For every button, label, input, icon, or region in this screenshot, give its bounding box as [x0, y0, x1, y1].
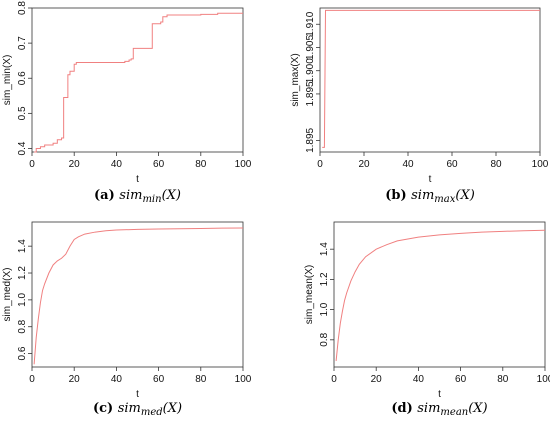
plot-frame — [31, 221, 244, 368]
y-tick-label: 1.0 — [17, 292, 28, 306]
y-tick-label: 0.5 — [17, 106, 28, 120]
y-tick-label: 1.0 — [319, 302, 330, 316]
x-tick-label: 80 — [195, 374, 207, 385]
x-tick-label: 0 — [317, 159, 323, 170]
x-tick-label: 80 — [490, 159, 502, 170]
y-tick-label: 1.895 — [305, 81, 316, 106]
subfigure-caption: (a) simmin(X) — [94, 188, 181, 205]
panel-2: 0 20 40 60 80 100 0.6 0.8 1.0 1.2 1.4 t sim_med(X) (c… — [2, 221, 252, 418]
y-tick-label: 0.6 — [17, 71, 28, 85]
y-tick-label: 1.4 — [319, 242, 330, 256]
x-tick-label: 60 — [455, 374, 467, 385]
x-tick-label: 20 — [371, 374, 383, 385]
x-tick-label: 60 — [153, 374, 165, 385]
x-tick-label: 80 — [497, 374, 509, 385]
plot-frame — [319, 7, 541, 153]
y-tick-label: 1.4 — [17, 239, 28, 253]
y-tick-label: 1.2 — [17, 266, 28, 280]
series-line — [33, 227, 244, 365]
x-tick-label: 40 — [111, 159, 123, 170]
y-tick-label: 0.4 — [17, 141, 28, 155]
y-tick-label: 1.905 — [305, 35, 316, 60]
x-tick-label: 100 — [537, 374, 550, 385]
y-tick-label: 1.2 — [319, 272, 330, 286]
x-axis-label: t — [438, 389, 441, 400]
x-tick-label: 20 — [358, 159, 370, 170]
subfigure-caption: (c) simmed(X) — [93, 401, 182, 418]
x-axis-label: t — [136, 174, 139, 185]
x-tick-label: 100 — [235, 159, 252, 170]
x-tick-label: 40 — [402, 159, 414, 170]
x-tick-label: 40 — [111, 374, 123, 385]
y-tick-label: 0.6 — [17, 346, 28, 360]
x-axis-label: t — [429, 174, 432, 185]
y-tick-label: 0.8 — [319, 332, 330, 346]
y-tick-label: 1.895 — [305, 127, 316, 152]
panel-0: 0 20 40 60 80 100 0.4 0.5 0.6 0.7 0.8 t sim_min(X) (a… — [2, 1, 252, 205]
x-tick-label: 20 — [69, 159, 81, 170]
y-tick-label: 0.7 — [17, 36, 28, 50]
x-tick-label: 20 — [69, 374, 81, 385]
x-axis-label: t — [136, 389, 139, 400]
series-line — [335, 229, 546, 362]
plot-frame — [333, 221, 546, 368]
x-tick-label: 0 — [331, 374, 337, 385]
plot-frame — [31, 7, 244, 153]
x-tick-label: 60 — [446, 159, 458, 170]
x-tick-label: 40 — [413, 374, 425, 385]
x-tick-label: 0 — [29, 374, 35, 385]
panel-1: 0 20 40 60 80 1001.8951.9001.9051.9101.895tsi… — [290, 7, 549, 205]
subfigure-caption: (b) simmax(X) — [385, 188, 475, 205]
y-axis-label: sim_mean(X) — [304, 265, 315, 324]
y-tick-label: 1.900 — [305, 58, 316, 83]
x-tick-label: 0 — [29, 159, 35, 170]
x-tick-label: 100 — [235, 374, 252, 385]
y-axis-label: sim_max(X) — [290, 53, 301, 106]
subfigure-caption: (d) simmean(X) — [391, 401, 487, 418]
panel-3: 0 20 40 60 80 100 0.8 1.0 1.2 1.4 t sim_mean(X) (d) … — [304, 221, 550, 418]
y-tick-label: 1.910 — [305, 11, 316, 36]
y-tick-label: 0.8 — [17, 1, 28, 15]
x-tick-label: 80 — [195, 159, 207, 170]
series-line — [34, 12, 243, 153]
y-axis-label: sim_min(X) — [2, 55, 13, 106]
x-tick-label: 60 — [153, 159, 165, 170]
x-tick-label: 100 — [532, 159, 549, 170]
series-line — [322, 9, 540, 148]
y-axis-label: sim_med(X) — [2, 268, 13, 322]
y-tick-label: 0.8 — [17, 319, 28, 333]
